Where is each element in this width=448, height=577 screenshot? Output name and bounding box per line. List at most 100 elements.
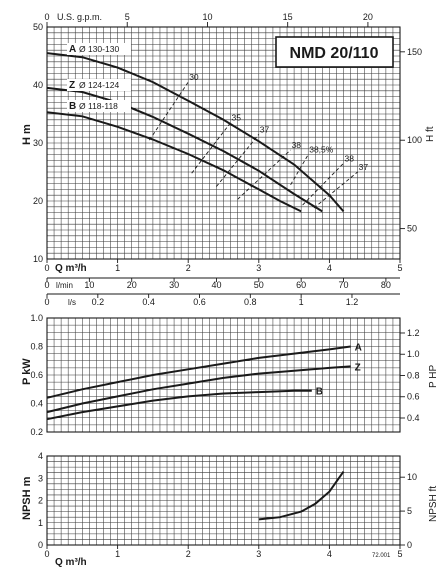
- y-tick-label-h: 40: [33, 80, 43, 90]
- power-curve-label-b: B: [316, 387, 323, 398]
- q-m3h-tick-label: 3: [256, 263, 261, 273]
- x-tick-label-npsh: 2: [186, 549, 191, 559]
- power-curve-panel: 0.2 0.4 0.6 0.8 1.0 0.4 0.6 0.8 1.0 1.2 P kW P HP AZ…: [21, 313, 439, 437]
- l-s-tick-label: 1: [299, 297, 304, 307]
- plot-frame: [46, 317, 401, 433]
- efficiency-line: [216, 134, 260, 187]
- x-tick-label-gpm: 15: [283, 12, 293, 22]
- legend-key-z: Z: [69, 80, 75, 91]
- efficiency-label: 30: [189, 72, 199, 82]
- y-tick-label-p: 0.6: [30, 370, 43, 380]
- q-m3h-tick-label: 2: [186, 263, 191, 273]
- l-s-axis-label: l/s: [68, 298, 76, 307]
- l-min-tick-label: 40: [211, 280, 221, 290]
- x-tick-label-npsh: 1: [115, 549, 120, 559]
- l-min-tick-label: 30: [169, 280, 179, 290]
- efficiency-line: [191, 122, 231, 174]
- y-tick-label-p: 0.8: [30, 342, 43, 352]
- x-axis-label-gpm: U.S. g.p.m.: [57, 12, 102, 22]
- y-tick-label-ft: 150: [407, 47, 422, 57]
- y-tick-label-npsh-ft: 0: [407, 540, 412, 550]
- chart-code: 72.001: [372, 553, 391, 559]
- legend-label-b: Ø 118-118: [79, 101, 118, 111]
- model-title-box: [275, 36, 394, 68]
- y-tick-label-p: 0.4: [30, 399, 43, 409]
- q-m3h-tick-label: 4: [327, 263, 332, 273]
- y-axis-label-h: H m: [21, 124, 33, 145]
- y-axis-label-hp: P HP: [428, 365, 439, 388]
- power-curve-a: [46, 345, 351, 399]
- power-curve-b: [46, 389, 312, 421]
- l-min-tick-label: 70: [339, 280, 349, 290]
- y-tick-label-npsh: 1: [38, 518, 43, 528]
- l-s-tick-label: 0.6: [193, 297, 206, 307]
- x-tick-label-gpm: 5: [125, 12, 130, 22]
- l-min-tick-label: 10: [84, 280, 94, 290]
- q-m3h-axis-label: Q m³/h: [55, 263, 87, 274]
- y-tick-label-hp: 0.6: [407, 392, 420, 402]
- head-curve-a: [46, 52, 345, 213]
- y-tick-label-npsh-ft: 10: [407, 472, 417, 482]
- y-tick-label-npsh: 0: [38, 540, 43, 550]
- legend-bg: [67, 43, 131, 55]
- x-axis-label-npsh: Q m³/h: [55, 557, 87, 568]
- y-tick-label-hp: 1.0: [407, 349, 420, 359]
- legend-key-a: A: [69, 44, 76, 55]
- q-m3h-tick-label: 0: [44, 263, 49, 273]
- y-tick-label-h: 50: [33, 22, 43, 32]
- y-axis-label-p: P kW: [21, 358, 33, 385]
- legend-label-a: Ø 130-130: [79, 44, 119, 54]
- power-curve-z: [46, 365, 351, 414]
- legend-bg: [67, 79, 131, 91]
- l-s-tick-label: 1.2: [346, 297, 359, 307]
- legend-label-z: Ø 124-124: [79, 80, 119, 90]
- x-tick-label-gpm: 20: [363, 12, 373, 22]
- power-curve-label-z: Z: [355, 362, 361, 373]
- x-tick-label-gpm: 10: [202, 12, 212, 22]
- x-tick-label-npsh: 4: [327, 549, 332, 559]
- y-tick-label-h: 20: [33, 196, 43, 206]
- q-m3h-tick-label: 5: [397, 263, 402, 273]
- l-min-tick-label: 60: [296, 280, 306, 290]
- efficiency-label: 38: [292, 140, 302, 150]
- l-s-tick-label: 0: [44, 297, 49, 307]
- head-curve-z: [46, 86, 323, 213]
- efficiency-label: 37: [260, 124, 270, 134]
- head-curve-b: [46, 111, 302, 213]
- y-tick-label-ft: 100: [407, 135, 422, 145]
- q-m3h-tick-label: 1: [115, 263, 120, 273]
- y-tick-label-hp: 0.8: [407, 370, 420, 380]
- y-tick-label-hp: 0.4: [407, 413, 420, 423]
- l-min-tick-label: 0: [44, 280, 49, 290]
- efficiency-line: [302, 162, 344, 206]
- y-tick-label-h: 30: [33, 138, 43, 148]
- l-min-tick-label: 20: [127, 280, 137, 290]
- l-s-tick-label: 0.8: [244, 297, 257, 307]
- legend-key-b: B: [69, 101, 76, 112]
- y-tick-label-h: 10: [33, 254, 43, 264]
- npsh-curve: [258, 471, 345, 521]
- y-tick-label-p: 1.0: [30, 313, 43, 323]
- model-title: NMD 20/110: [290, 45, 379, 62]
- y-tick-label-p: 0.2: [30, 427, 43, 437]
- plot-frame: [46, 455, 401, 546]
- l-min-axis-label: l/min: [56, 281, 73, 290]
- efficiency-label: 38: [345, 153, 355, 163]
- efficiency-label: 37: [359, 162, 369, 172]
- y-axis-label-ft: H ft: [425, 126, 436, 142]
- l-s-tick-label: 0.2: [92, 297, 105, 307]
- efficiency-label: 35: [232, 113, 242, 123]
- legend-bg: [67, 100, 131, 112]
- l-min-tick-label: 50: [254, 280, 264, 290]
- y-tick-label-npsh: 2: [38, 496, 43, 506]
- l-s-tick-label: 0.4: [142, 297, 155, 307]
- power-curve-label-a: A: [355, 343, 362, 354]
- l-min-tick-label: 80: [381, 280, 391, 290]
- y-axis-label-npsh-ft: NPSH ft: [428, 486, 439, 522]
- efficiency-label: 38,5%: [309, 145, 334, 155]
- y-tick-label-hp: 1.2: [407, 328, 420, 338]
- x-tick-label-npsh: 0: [44, 549, 49, 559]
